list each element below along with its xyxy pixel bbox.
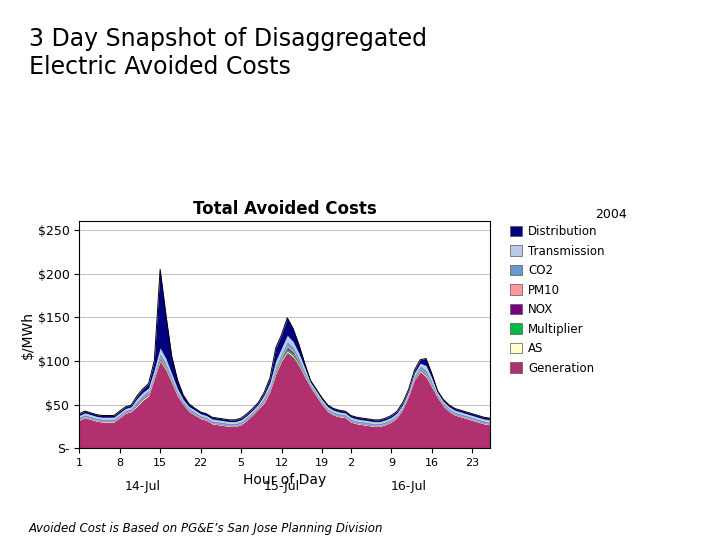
Text: 15-Jul: 15-Jul — [264, 480, 300, 493]
Legend: Distribution, Transmission, CO2, PM10, NOX, Multiplier, AS, Generation: Distribution, Transmission, CO2, PM10, N… — [508, 223, 607, 377]
Text: 3 Day Snapshot of Disaggregated
Electric Avoided Costs: 3 Day Snapshot of Disaggregated Electric… — [29, 27, 427, 79]
Text: 14-Jul: 14-Jul — [125, 480, 161, 493]
Text: 2004: 2004 — [595, 208, 626, 221]
Text: 16-Jul: 16-Jul — [391, 480, 427, 493]
Text: Avoided Cost is Based on PG&E’s San Jose Planning Division: Avoided Cost is Based on PG&E’s San Jose… — [29, 522, 383, 535]
X-axis label: Hour of Day: Hour of Day — [243, 474, 326, 488]
Y-axis label: $/MWh: $/MWh — [21, 311, 35, 359]
Title: Total Avoided Costs: Total Avoided Costs — [192, 200, 377, 219]
